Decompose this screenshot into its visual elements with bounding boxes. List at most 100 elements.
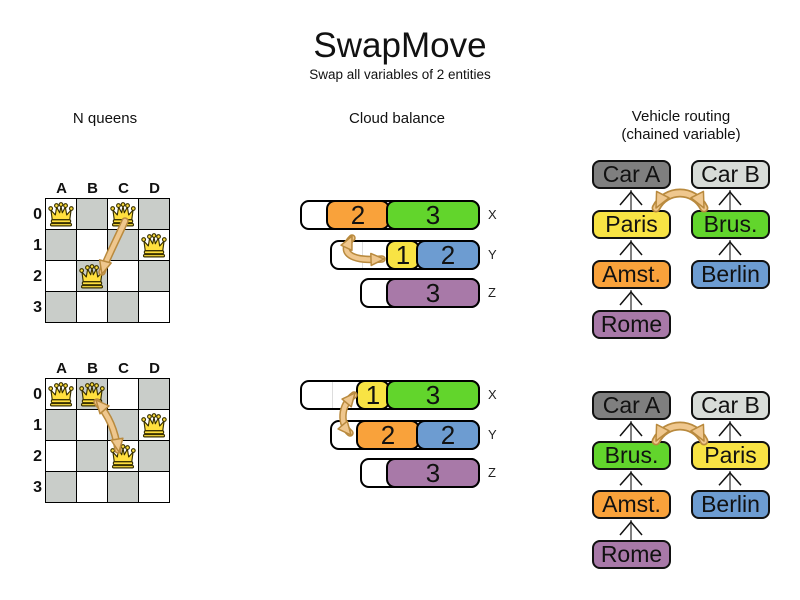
process-segment: 2 [416, 240, 480, 270]
queen-icon [48, 202, 74, 227]
vehicle-header-line1: Vehicle routing [631, 108, 731, 125]
board-cell [77, 441, 107, 471]
col-label: A [56, 360, 67, 377]
chain-arrow-icon [619, 239, 643, 261]
row-label: 0 [33, 386, 42, 403]
chain-arrow-icon [619, 189, 643, 211]
row-label: 1 [33, 237, 42, 254]
row-label: 0 [33, 206, 42, 223]
cloud-row-z-after: 3 [360, 458, 480, 488]
vehicle-box-car-a: Car A [592, 391, 671, 420]
row-label: 2 [33, 268, 42, 285]
col-label: D [149, 360, 160, 377]
col-label: C [118, 180, 129, 197]
cloud-row-z-before: 3 [360, 278, 480, 308]
board-cell [46, 261, 76, 291]
computer-label: Y [488, 247, 497, 262]
swap-arrow [649, 421, 711, 446]
computer-label: Z [488, 465, 496, 480]
row-label: 1 [33, 417, 42, 434]
swap-arrow [90, 395, 126, 454]
vehicle-box-city: Paris [592, 210, 671, 239]
vehicle-box-city: Amst. [592, 490, 671, 519]
row-label: 3 [33, 299, 42, 316]
cloud-row-y-after: 2 2 [330, 420, 480, 450]
computer-label: Z [488, 285, 496, 300]
vehicle-box-city: Amst. [592, 260, 671, 289]
board-cell [46, 410, 76, 440]
chain-arrow-icon [619, 469, 643, 491]
vehicle-box-city: Berlin [691, 260, 770, 289]
chain-arrow-icon [619, 289, 643, 311]
vehicle-box-car-a: Car A [592, 160, 671, 189]
board-cell [108, 379, 138, 409]
process-segment: 2 [326, 200, 390, 230]
vehicle-header-line2: (chained variable) [621, 126, 741, 143]
process-segment: 3 [386, 200, 480, 230]
board-cell [46, 230, 76, 260]
process-segment: 3 [386, 278, 480, 308]
process-segment: 2 [416, 420, 480, 450]
col-label: B [87, 360, 98, 377]
board-cell [139, 292, 169, 322]
cloud-row-x-before: 2 3 [300, 200, 480, 230]
vehicle-box-city: Brus. [592, 441, 671, 470]
swap-arrow [649, 188, 711, 213]
col-label: C [118, 360, 129, 377]
chain-arrow-icon [718, 469, 742, 491]
chain-arrow-icon [718, 189, 742, 211]
board-cell [46, 472, 76, 502]
chain-arrow-icon [619, 519, 643, 541]
swap-arrow [95, 217, 129, 277]
vehicle-box-city: Brus. [691, 210, 770, 239]
board-cell [139, 199, 169, 229]
queen-icon [48, 382, 74, 407]
board-cell [139, 261, 169, 291]
chain-arrow-icon [718, 420, 742, 442]
board-cell [108, 472, 138, 502]
cloud-header: Cloud balance [349, 110, 445, 127]
queen-icon [141, 413, 167, 438]
nqueens-board-after: A B C D 0 1 2 3 [29, 360, 170, 503]
unit-line [362, 242, 363, 268]
vehicle-box-city: Berlin [691, 490, 770, 519]
swap-arrow [337, 388, 361, 440]
queen-icon [141, 233, 167, 258]
col-label: A [56, 180, 67, 197]
vehicle-box-city: Paris [691, 441, 770, 470]
computer-label: X [488, 387, 497, 402]
swap-arrow [340, 232, 386, 267]
board-cell [46, 292, 76, 322]
vehicle-header: Vehicle routing (chained variable) [591, 108, 771, 144]
computer-label: Y [488, 427, 497, 442]
board-cell [108, 261, 138, 291]
nqueens-board-before: A B C D 0 1 2 3 [29, 180, 170, 323]
board-cell [77, 230, 107, 260]
col-label: B [87, 180, 98, 197]
page-subtitle: Swap all variables of 2 entities [309, 67, 491, 82]
process-segment: 3 [386, 458, 480, 488]
process-segment: 2 [356, 420, 420, 450]
board-cell [77, 292, 107, 322]
board-cell [139, 472, 169, 502]
cloud-row-y-before: 1 2 [330, 240, 480, 270]
vehicle-box-car-b: Car B [691, 391, 770, 420]
chain-arrow-icon [619, 420, 643, 442]
cloud-row-x-after: 1 3 [300, 380, 480, 410]
board-cell [77, 472, 107, 502]
row-label: 3 [33, 479, 42, 496]
computer-label: X [488, 207, 497, 222]
board-cell [108, 292, 138, 322]
page-title: SwapMove [313, 26, 487, 65]
board-cell [46, 441, 76, 471]
board-cell [139, 379, 169, 409]
vehicle-box-city: Rome [592, 310, 671, 339]
row-label: 2 [33, 448, 42, 465]
unit-line [332, 382, 333, 408]
vehicle-box-city: Rome [592, 540, 671, 569]
vehicle-box-car-b: Car B [691, 160, 770, 189]
board-cell [139, 441, 169, 471]
board-cell [77, 199, 107, 229]
nqueens-header: N queens [72, 110, 138, 127]
